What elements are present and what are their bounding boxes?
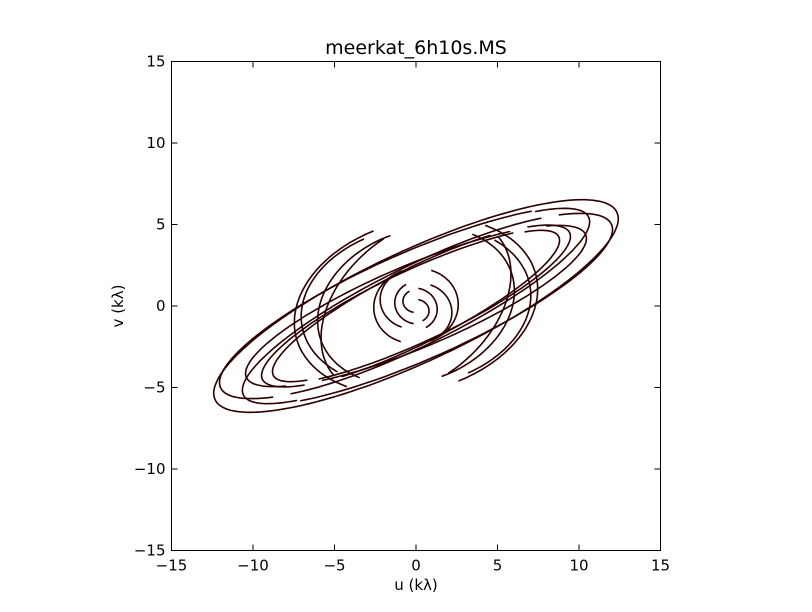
y-tick-label: −15 — [134, 542, 166, 560]
y-tick-label: −10 — [134, 460, 166, 478]
uv-track-conjugate — [218, 210, 532, 400]
y-tick-label: 10 — [146, 134, 165, 152]
uv-track — [430, 284, 453, 341]
uv-track-conjugate — [373, 270, 403, 343]
uv-track — [429, 269, 459, 342]
uv-tracks — [212, 198, 620, 414]
uv-track-conjugate — [271, 234, 491, 383]
chart-title: meerkat_6h10s.MS — [325, 37, 507, 59]
uv-track-conjugate — [212, 201, 556, 414]
y-tick-label: 15 — [146, 53, 165, 71]
x-tick-label: 0 — [411, 557, 421, 575]
uv-track — [341, 229, 561, 378]
uv-track-conjugate — [244, 230, 511, 388]
x-tick-label: −5 — [323, 557, 345, 575]
x-tick-label: 10 — [569, 557, 588, 575]
uv-track — [458, 224, 539, 382]
uv-track — [418, 287, 438, 329]
uv-track — [321, 224, 588, 382]
uv-track-conjugate — [241, 217, 542, 405]
x-tick-label: 15 — [651, 557, 670, 575]
y-tick-label: 5 — [156, 216, 166, 234]
uv-track-conjugate — [300, 238, 365, 373]
x-tick-label: 5 — [493, 557, 503, 575]
x-axis-label: u (kλ) — [394, 576, 438, 594]
uv-track — [290, 207, 591, 395]
axis-ticks: −15 −10 −5 0 5 10 15 −15 −10 −5 0 5 10 15 — [134, 53, 670, 575]
uv-track — [467, 239, 532, 374]
uv-track-conjugate — [320, 238, 385, 376]
uv-track — [441, 233, 516, 378]
uv-track-conjugate — [402, 290, 414, 314]
uv-track — [276, 198, 620, 411]
uv-track-conjugate — [293, 230, 374, 388]
y-tick-label: −5 — [143, 379, 165, 397]
x-tick-label: −15 — [156, 557, 188, 575]
y-axis-label: v (kλ) — [109, 285, 127, 328]
uv-track — [447, 236, 512, 374]
y-tick-label: 0 — [156, 297, 166, 315]
uv-track-conjugate — [316, 234, 391, 379]
uv-track — [418, 298, 430, 322]
uv-track-conjugate — [379, 271, 402, 328]
uv-track — [300, 212, 614, 402]
x-tick-label: −10 — [237, 557, 269, 575]
uv-track-conjugate — [394, 283, 414, 325]
